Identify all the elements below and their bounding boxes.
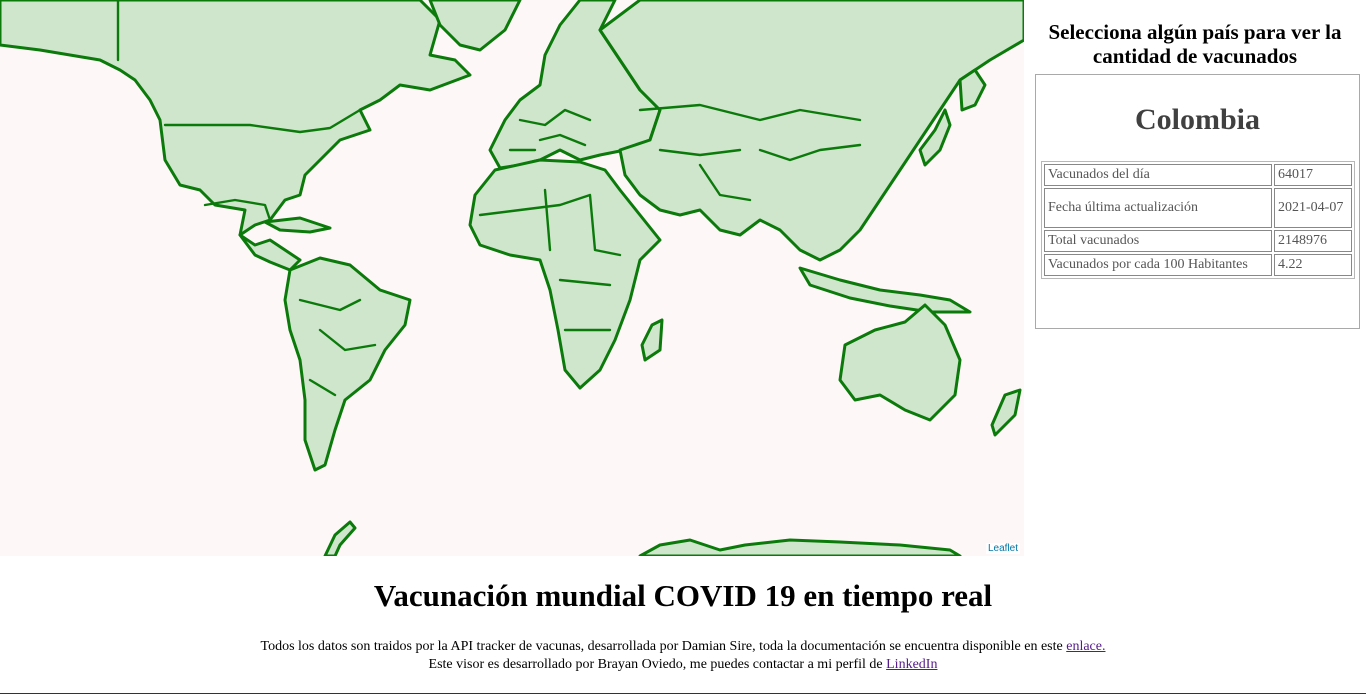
row-value: 2148976: [1274, 230, 1352, 252]
kamchatka[interactable]: [958, 68, 987, 112]
row-value: 4.22: [1274, 254, 1352, 276]
country-info-panel: Colombia Vacunados del día 64017 Fecha ú…: [1035, 74, 1360, 329]
greenland[interactable]: [428, 0, 522, 52]
us-mexico-border: [203, 198, 272, 222]
africa[interactable]: [468, 158, 662, 390]
asia[interactable]: [598, 0, 1024, 262]
page-footer: Vacunación mundial COVID 19 en tiempo re…: [0, 556, 1366, 696]
map-svg[interactable]: [0, 0, 1024, 556]
africa-borders: [478, 188, 622, 332]
japan[interactable]: [918, 108, 952, 167]
table-row: Fecha última actualización 2021-04-07: [1044, 188, 1352, 228]
new-zealand[interactable]: [990, 388, 1022, 437]
antarctica[interactable]: [638, 538, 962, 556]
credits-line-1: Todos los datos son traidos por la API t…: [260, 639, 1063, 654]
leaflet-attribution-link[interactable]: Leaflet: [985, 543, 1020, 554]
table-row: Vacunados del día 64017: [1044, 164, 1352, 186]
row-label: Vacunados por cada 100 Habitantes: [1044, 254, 1272, 276]
asia-borders: [638, 103, 862, 202]
table-row: Total vacunados 2148976: [1044, 230, 1352, 252]
sidebar-heading: Selecciona algún país para ver la cantid…: [1048, 20, 1342, 69]
sa-borders: [298, 298, 377, 397]
docs-link[interactable]: enlace.: [1066, 639, 1106, 654]
page-title: Vacunación mundial COVID 19 en tiempo re…: [373, 578, 993, 613]
europe-borders: [508, 108, 592, 152]
antarctic-peninsula[interactable]: [323, 520, 357, 556]
row-label: Vacunados del día: [1044, 164, 1272, 186]
country-stats-table: Vacunados del día 64017 Fecha última act…: [1041, 161, 1355, 279]
madagascar[interactable]: [640, 318, 664, 362]
australia[interactable]: [838, 303, 962, 422]
bottom-divider: [0, 693, 1366, 694]
row-label: Fecha última actualización: [1044, 188, 1272, 228]
row-value: 64017: [1274, 164, 1352, 186]
credits-line-2: Este visor es desarrollado por Brayan Ov…: [428, 657, 883, 672]
us-canada-border: [163, 108, 362, 134]
country-name: Colombia: [1134, 103, 1260, 136]
world-map[interactable]: Leaflet: [0, 0, 1024, 556]
credits-text: Todos los datos son traidos por la API t…: [0, 638, 1366, 674]
south-america[interactable]: [283, 256, 412, 472]
indonesia[interactable]: [798, 266, 972, 314]
table-row: Vacunados por cada 100 Habitantes 4.22: [1044, 254, 1352, 276]
caribbean[interactable]: [263, 216, 332, 234]
row-value: 2021-04-07: [1274, 188, 1352, 228]
central-america[interactable]: [238, 233, 302, 272]
info-sidebar: Selecciona algún país para ver la cantid…: [1024, 0, 1366, 556]
row-label: Total vacunados: [1044, 230, 1272, 252]
linkedin-link[interactable]: LinkedIn: [886, 657, 938, 672]
